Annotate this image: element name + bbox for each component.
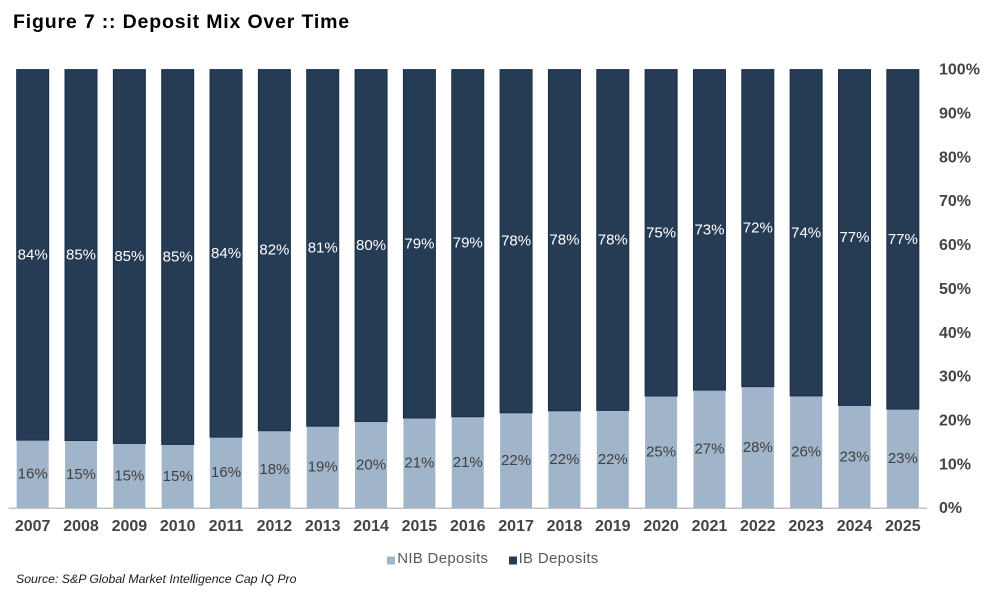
svg-text:81%: 81% xyxy=(308,239,338,256)
svg-text:22%: 22% xyxy=(598,451,628,468)
svg-text:2020: 2020 xyxy=(643,518,679,535)
svg-text:19%: 19% xyxy=(308,459,338,476)
svg-text:18%: 18% xyxy=(259,461,289,478)
svg-text:84%: 84% xyxy=(211,245,241,262)
svg-text:85%: 85% xyxy=(114,248,144,265)
svg-text:IB Deposits: IB Deposits xyxy=(519,550,599,567)
svg-text:40%: 40% xyxy=(939,325,971,342)
svg-text:10%: 10% xyxy=(939,456,971,473)
svg-text:80%: 80% xyxy=(939,149,971,166)
svg-text:2023: 2023 xyxy=(788,518,824,535)
svg-text:2022: 2022 xyxy=(740,518,776,535)
svg-text:26%: 26% xyxy=(791,444,821,461)
svg-text:77%: 77% xyxy=(888,231,918,248)
svg-text:73%: 73% xyxy=(694,221,724,238)
svg-text:16%: 16% xyxy=(211,464,241,481)
svg-text:90%: 90% xyxy=(939,105,971,122)
svg-text:85%: 85% xyxy=(163,249,193,266)
svg-text:2016: 2016 xyxy=(450,518,486,535)
svg-text:23%: 23% xyxy=(839,448,869,465)
svg-text:21%: 21% xyxy=(453,454,483,471)
svg-text:23%: 23% xyxy=(888,450,918,467)
svg-text:2014: 2014 xyxy=(353,518,389,535)
svg-text:25%: 25% xyxy=(646,444,676,461)
svg-text:2015: 2015 xyxy=(402,518,438,535)
svg-text:82%: 82% xyxy=(259,242,289,259)
svg-text:15%: 15% xyxy=(114,467,144,484)
svg-text:2007: 2007 xyxy=(15,518,51,535)
svg-text:60%: 60% xyxy=(939,237,971,254)
svg-text:21%: 21% xyxy=(404,455,434,472)
svg-text:2012: 2012 xyxy=(257,518,293,535)
svg-text:28%: 28% xyxy=(743,439,773,456)
svg-text:2021: 2021 xyxy=(692,518,728,535)
svg-text:78%: 78% xyxy=(549,232,579,249)
svg-text:22%: 22% xyxy=(549,451,579,468)
svg-text:16%: 16% xyxy=(18,466,48,483)
svg-text:2009: 2009 xyxy=(112,518,148,535)
svg-text:75%: 75% xyxy=(646,224,676,241)
svg-text:74%: 74% xyxy=(791,224,821,241)
svg-text:2024: 2024 xyxy=(837,518,873,535)
svg-text:2011: 2011 xyxy=(209,518,244,535)
svg-text:70%: 70% xyxy=(939,193,971,210)
svg-text:78%: 78% xyxy=(598,232,628,249)
svg-text:78%: 78% xyxy=(501,233,531,250)
svg-text:20%: 20% xyxy=(939,412,971,429)
svg-text:22%: 22% xyxy=(501,452,531,469)
svg-text:15%: 15% xyxy=(66,466,96,483)
svg-text:2018: 2018 xyxy=(547,518,583,535)
svg-text:20%: 20% xyxy=(356,456,386,473)
svg-text:84%: 84% xyxy=(18,246,48,263)
svg-text:79%: 79% xyxy=(453,235,483,252)
svg-text:50%: 50% xyxy=(939,281,971,298)
svg-text:79%: 79% xyxy=(404,235,434,252)
svg-text:77%: 77% xyxy=(839,229,869,246)
svg-text:NIB Deposits: NIB Deposits xyxy=(397,550,488,567)
svg-text:2008: 2008 xyxy=(63,518,99,535)
svg-text:2010: 2010 xyxy=(160,518,196,535)
svg-text:27%: 27% xyxy=(694,441,724,458)
svg-text:2013: 2013 xyxy=(305,518,341,535)
svg-text:80%: 80% xyxy=(356,237,386,254)
svg-text:30%: 30% xyxy=(939,369,971,386)
svg-text:85%: 85% xyxy=(66,247,96,264)
svg-text:72%: 72% xyxy=(743,220,773,237)
svg-text:100%: 100% xyxy=(939,62,980,79)
svg-text:2017: 2017 xyxy=(498,518,534,535)
svg-text:15%: 15% xyxy=(163,468,193,485)
svg-text:2025: 2025 xyxy=(885,518,921,535)
svg-text:0%: 0% xyxy=(939,500,962,517)
svg-text:2019: 2019 xyxy=(595,518,631,535)
